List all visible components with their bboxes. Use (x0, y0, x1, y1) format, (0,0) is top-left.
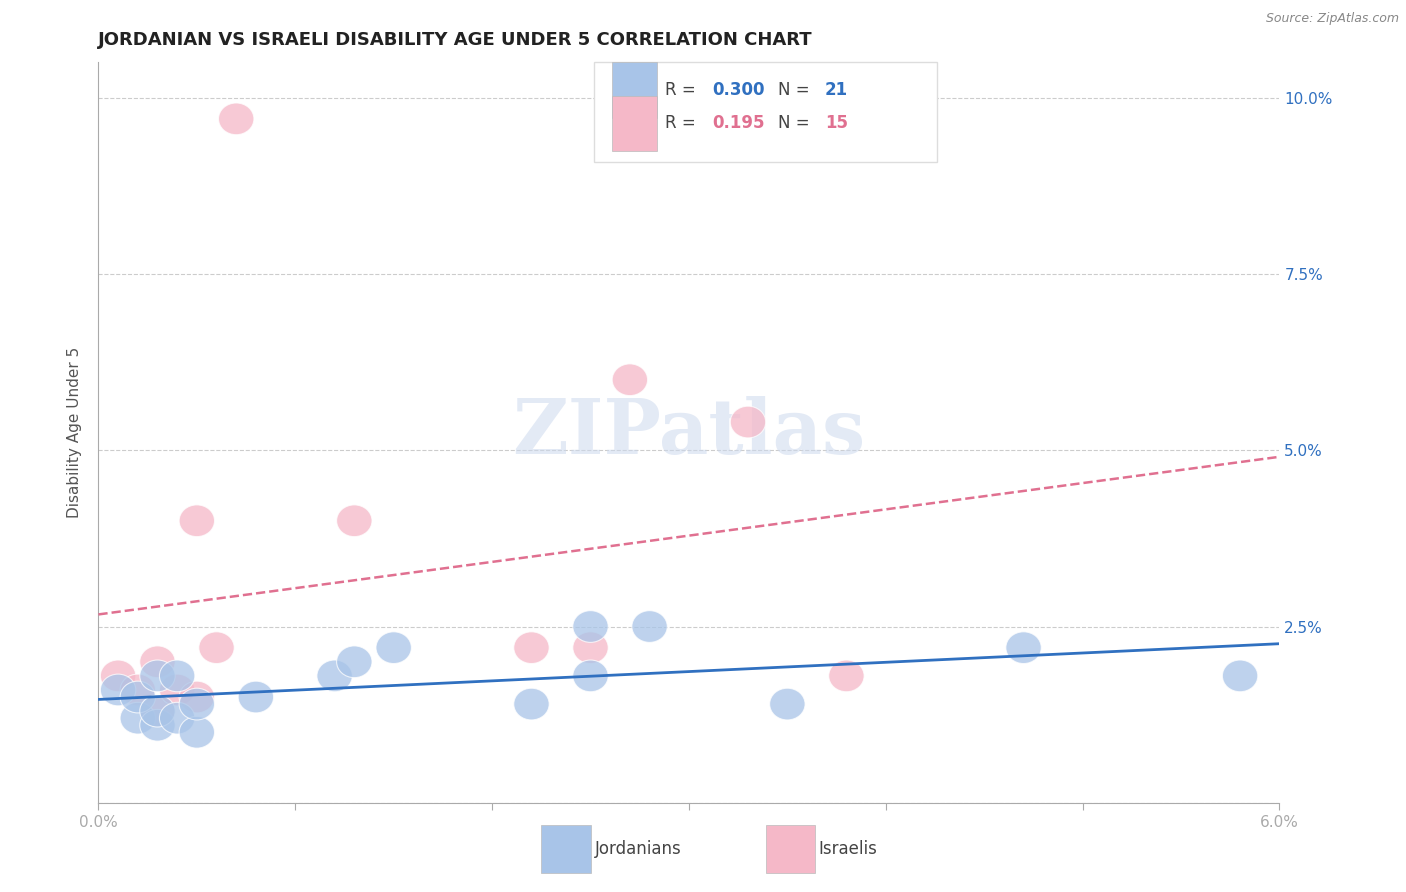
Text: Jordanians: Jordanians (595, 840, 681, 858)
Ellipse shape (572, 611, 609, 642)
Ellipse shape (730, 406, 766, 438)
Text: R =: R = (665, 81, 702, 99)
Ellipse shape (120, 681, 156, 713)
Text: Israelis: Israelis (818, 840, 877, 858)
Ellipse shape (139, 709, 176, 741)
Ellipse shape (120, 674, 156, 706)
Ellipse shape (159, 702, 195, 734)
FancyBboxPatch shape (612, 62, 657, 118)
Ellipse shape (631, 611, 668, 642)
Ellipse shape (139, 660, 176, 692)
Ellipse shape (159, 660, 195, 692)
Text: Source: ZipAtlas.com: Source: ZipAtlas.com (1265, 12, 1399, 25)
FancyBboxPatch shape (766, 825, 815, 873)
Ellipse shape (1005, 632, 1042, 664)
FancyBboxPatch shape (541, 825, 591, 873)
Ellipse shape (828, 660, 865, 692)
Ellipse shape (513, 689, 550, 720)
Ellipse shape (139, 646, 176, 678)
Ellipse shape (139, 695, 176, 727)
Ellipse shape (179, 505, 215, 537)
Ellipse shape (179, 716, 215, 748)
Ellipse shape (179, 689, 215, 720)
Text: JORDANIAN VS ISRAELI DISABILITY AGE UNDER 5 CORRELATION CHART: JORDANIAN VS ISRAELI DISABILITY AGE UNDE… (98, 31, 813, 49)
Ellipse shape (100, 660, 136, 692)
Text: 0.195: 0.195 (713, 114, 765, 132)
Text: N =: N = (778, 81, 814, 99)
Ellipse shape (513, 632, 550, 664)
Text: 0.300: 0.300 (713, 81, 765, 99)
Ellipse shape (198, 632, 235, 664)
Text: R =: R = (665, 114, 707, 132)
Ellipse shape (159, 674, 195, 706)
Ellipse shape (100, 674, 136, 706)
Y-axis label: Disability Age Under 5: Disability Age Under 5 (67, 347, 83, 518)
Ellipse shape (120, 702, 156, 734)
Ellipse shape (336, 505, 373, 537)
Ellipse shape (375, 632, 412, 664)
Ellipse shape (238, 681, 274, 713)
Ellipse shape (179, 681, 215, 713)
Text: N =: N = (778, 114, 814, 132)
Ellipse shape (218, 103, 254, 135)
Ellipse shape (572, 632, 609, 664)
Ellipse shape (316, 660, 353, 692)
FancyBboxPatch shape (612, 95, 657, 152)
Ellipse shape (572, 660, 609, 692)
Ellipse shape (769, 689, 806, 720)
Ellipse shape (1222, 660, 1258, 692)
FancyBboxPatch shape (595, 62, 936, 162)
Text: ZIPatlas: ZIPatlas (512, 396, 866, 469)
Ellipse shape (336, 646, 373, 678)
Text: 15: 15 (825, 114, 848, 132)
Ellipse shape (139, 695, 176, 727)
Ellipse shape (612, 364, 648, 396)
Text: 21: 21 (825, 81, 848, 99)
